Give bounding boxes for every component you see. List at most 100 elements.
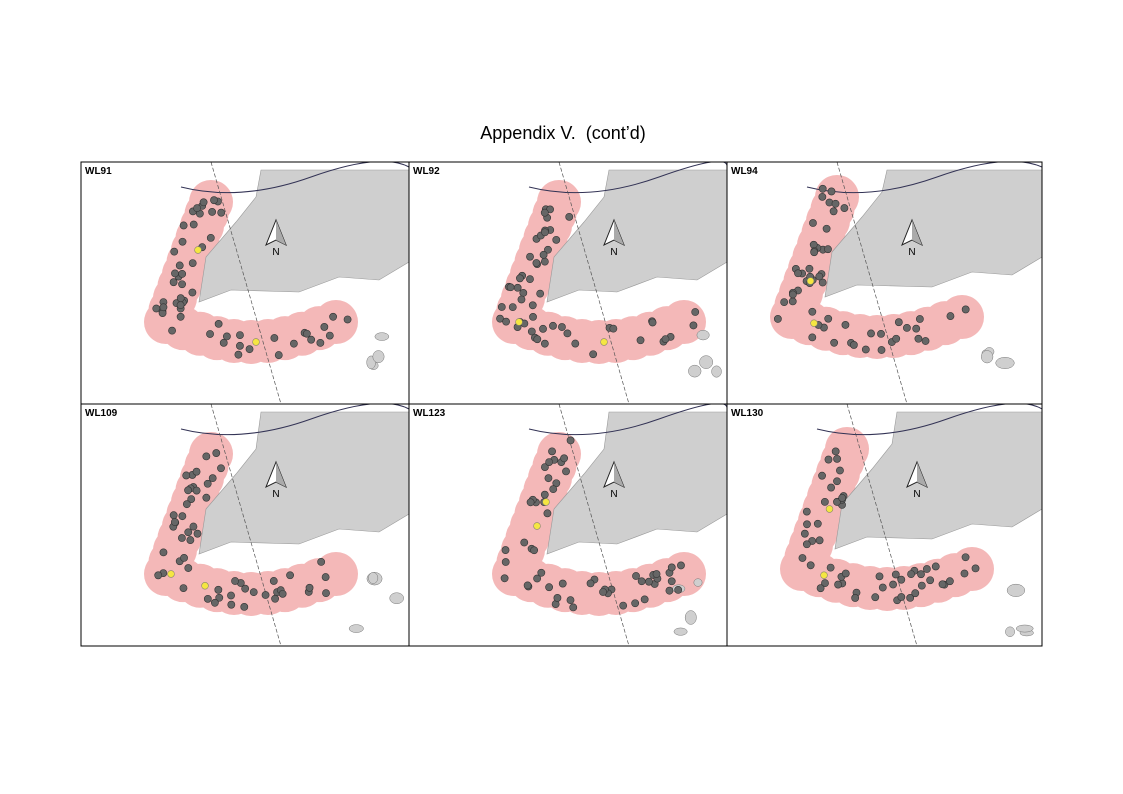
sighting xyxy=(169,278,178,287)
sighting xyxy=(674,585,683,594)
sighting xyxy=(648,318,657,327)
sighting xyxy=(544,474,553,483)
map-body xyxy=(144,162,409,404)
sighting xyxy=(179,584,188,592)
sighting xyxy=(667,563,676,572)
sighting xyxy=(178,269,187,278)
sighting xyxy=(586,579,595,588)
sighting xyxy=(691,308,700,316)
sighting xyxy=(271,594,279,603)
sighting xyxy=(922,565,931,573)
sighting xyxy=(540,257,549,266)
sighting xyxy=(202,452,211,461)
north-label: N xyxy=(610,247,617,258)
map-panel: N WL91 xyxy=(80,161,410,405)
sighting xyxy=(563,329,572,338)
sighting xyxy=(960,569,969,578)
island xyxy=(699,355,714,369)
highlight-sighting xyxy=(515,318,523,326)
sighting xyxy=(806,561,815,570)
sighting xyxy=(245,345,254,354)
sighting xyxy=(199,198,208,207)
sighting xyxy=(906,593,915,602)
island xyxy=(693,578,703,587)
sighting xyxy=(851,594,860,602)
sighting xyxy=(206,233,215,242)
highlight-sighting xyxy=(533,522,541,530)
sighting xyxy=(677,561,685,570)
land xyxy=(198,411,409,555)
sighting xyxy=(818,184,827,193)
island xyxy=(1015,624,1034,633)
sighting xyxy=(903,323,911,332)
sighting xyxy=(558,579,567,588)
sighting xyxy=(831,447,840,456)
sighting xyxy=(892,334,901,343)
sighting xyxy=(871,593,880,602)
sighting xyxy=(528,301,537,310)
sighting xyxy=(537,568,546,577)
island xyxy=(995,357,1015,369)
map-panel: N WL130 xyxy=(726,403,1043,647)
sighting xyxy=(289,339,298,348)
sighting xyxy=(208,474,217,483)
sighting xyxy=(526,252,534,261)
sighting xyxy=(159,548,168,557)
panel-frame xyxy=(726,403,1043,647)
sighting xyxy=(500,574,509,583)
sighting xyxy=(897,593,906,601)
sighting xyxy=(921,337,930,345)
sighting xyxy=(661,335,670,343)
sighting xyxy=(821,579,829,588)
sighting xyxy=(917,581,926,590)
sighting xyxy=(867,329,875,338)
sighting xyxy=(665,586,674,595)
sighting xyxy=(274,351,283,359)
sighting xyxy=(210,196,218,205)
sighting xyxy=(186,536,195,544)
sighting xyxy=(875,572,884,581)
sighting xyxy=(632,572,640,580)
north-arrow-shade xyxy=(912,220,922,245)
sighting xyxy=(798,554,807,562)
sighting xyxy=(541,463,549,471)
map-body xyxy=(780,404,1042,646)
sighting xyxy=(891,570,900,579)
sighting xyxy=(545,458,554,467)
sighting xyxy=(826,563,835,572)
sighting xyxy=(178,237,187,246)
sighting xyxy=(926,576,935,585)
sighting xyxy=(192,467,201,476)
island xyxy=(374,332,390,341)
sighting xyxy=(824,455,833,464)
sighting xyxy=(497,303,506,311)
page-title: Appendix V. (cont’d) xyxy=(480,123,645,143)
sighting xyxy=(527,327,536,336)
sighting xyxy=(619,601,628,610)
sighting xyxy=(212,449,221,457)
sighting xyxy=(897,575,906,584)
land xyxy=(824,169,1042,298)
sighting xyxy=(261,591,270,599)
zone-blob xyxy=(940,295,984,339)
sighting xyxy=(830,338,839,347)
highlight-sighting xyxy=(194,246,202,254)
sighting xyxy=(816,584,825,593)
sighting xyxy=(208,208,217,216)
sighting xyxy=(189,522,198,531)
sighting xyxy=(170,247,179,256)
sighting xyxy=(533,574,542,583)
north-arrow-shade xyxy=(614,220,624,245)
sighting xyxy=(530,546,539,555)
sighting xyxy=(231,577,239,585)
zone-blob xyxy=(314,300,358,344)
highlight-sighting xyxy=(167,570,175,578)
sighting xyxy=(236,331,244,340)
island xyxy=(348,624,364,633)
sighting xyxy=(189,220,198,229)
island xyxy=(688,364,702,378)
sighting xyxy=(317,557,326,566)
coast-line xyxy=(806,162,1042,194)
sighting xyxy=(971,564,980,573)
sighting xyxy=(808,307,817,316)
